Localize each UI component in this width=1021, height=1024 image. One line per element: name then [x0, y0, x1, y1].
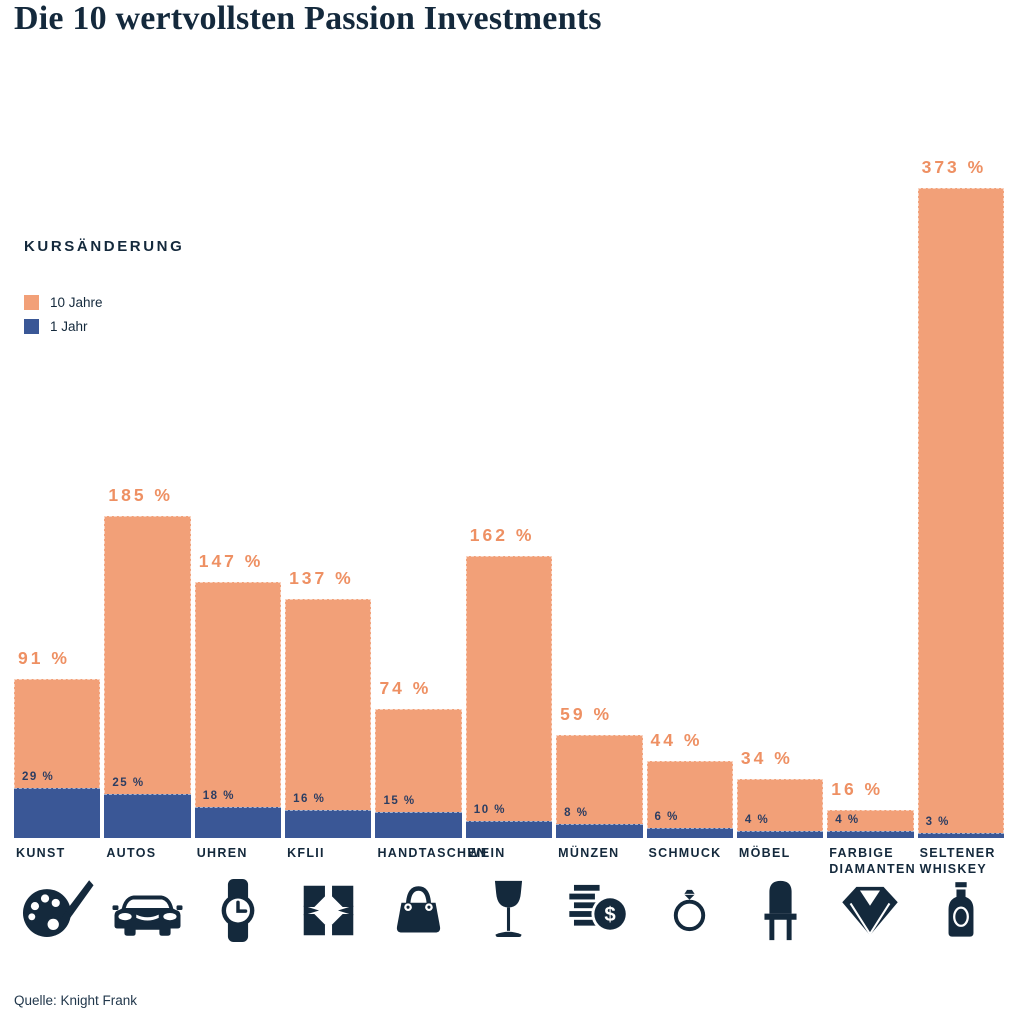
ten-year-value-label: 147 % — [198, 550, 264, 571]
category-label: KFLII — [287, 846, 325, 860]
palette-brush-icon — [17, 878, 97, 942]
bar-column: 91 % 29 % KUNST — [14, 188, 101, 937]
category-label: SCHMUCK — [648, 846, 722, 860]
category-label: AUTOS — [106, 846, 157, 860]
ten-year-value-label: 137 % — [289, 568, 354, 589]
one-year-swatch — [24, 319, 39, 334]
ten-year-value-label: 44 % — [650, 730, 703, 751]
one-year-bar — [14, 787, 101, 838]
one-year-bar — [646, 827, 733, 838]
ten-year-bar — [465, 555, 553, 838]
bar-chart: 91 % 29 % KUNST 185 % 25 % AUTOS 147 % 1… — [14, 157, 1004, 942]
legend-item-label: 10 Jahre — [50, 295, 103, 310]
legend-item-1-jahr: 1 Jahr — [24, 319, 184, 334]
bar-column: 162 % 10 % WEIN — [465, 188, 553, 937]
ten-year-value-label: 59 % — [560, 704, 613, 725]
ten-year-value-label: 16 % — [831, 779, 884, 800]
kf-checkered-logo-icon — [288, 878, 368, 942]
category-label: MÖBEL — [738, 846, 791, 860]
diamond-icon — [830, 878, 910, 942]
ten-year-value-label: 91 % — [18, 648, 70, 669]
source-note: Quelle: Knight Frank — [14, 993, 138, 1008]
ten-year-value-label: 162 % — [469, 524, 535, 545]
wine-glass-icon — [469, 878, 549, 942]
svg-text:$: $ — [605, 903, 617, 925]
category-label: WEIN — [467, 846, 506, 860]
ring-icon — [650, 878, 730, 942]
wristwatch-icon — [198, 878, 278, 942]
coins-dollar-icon: $ — [559, 878, 639, 942]
legend-item-label: 1 Jahr — [50, 319, 88, 334]
one-year-value-label: 4 % — [835, 814, 860, 826]
one-year-bar — [465, 820, 553, 838]
ten-year-bar — [736, 778, 824, 838]
one-year-bar — [285, 810, 372, 838]
category-label: UHREN — [196, 846, 248, 860]
one-year-value-label: 18 % — [202, 789, 235, 802]
category-label: MÜNZEN — [558, 846, 620, 860]
car-icon — [108, 878, 188, 942]
bar-column: 137 % 16 % KFLII — [285, 188, 372, 935]
ten-year-value-label: 373 % — [921, 157, 987, 177]
bar-column: 44 % 6 % SCHMUCK — [646, 188, 733, 931]
one-year-value-label: 29 % — [22, 770, 55, 783]
ten-year-value-label: 74 % — [379, 678, 432, 698]
ten-year-swatch — [24, 295, 39, 310]
bar-column: 185 % 25 % AUTOS — [104, 188, 191, 936]
one-year-value-label: 8 % — [564, 807, 589, 820]
bar-column: 34 % 4 % MÖBEL — [736, 188, 824, 940]
page-title: Die 10 wertvollsten Passion Investments — [14, 0, 602, 37]
ten-year-bar — [104, 515, 191, 838]
ten-year-bar — [646, 761, 733, 838]
one-year-value-label: 16 % — [293, 793, 326, 806]
bar-column: 147 % 18 % UHREN — [194, 188, 282, 942]
bar-column: 59 % 8 % MÜNZEN $ — [556, 188, 643, 933]
one-year-bar — [827, 831, 914, 838]
one-year-bar — [375, 811, 462, 838]
one-year-bar — [556, 824, 643, 838]
ten-year-bar — [285, 599, 372, 838]
ten-year-value-label: 185 % — [108, 484, 173, 505]
chart-legend: KURSÄNDERUNG 10 Jahre 1 Jahr — [24, 238, 184, 343]
one-year-bar — [917, 832, 1004, 838]
bar-column: 74 % 15 % HANDTASCHEN — [375, 188, 486, 932]
category-label: HANDTASCHEN — [377, 846, 488, 860]
one-year-bar — [104, 794, 191, 838]
one-year-value-label: 15 % — [383, 794, 416, 807]
category-label: KUNST — [16, 846, 66, 860]
ten-year-bar — [917, 188, 1004, 838]
category-label: SELTENER WHISKEY — [919, 846, 996, 876]
one-year-value-label: 3 % — [925, 815, 950, 828]
one-year-value-label: 25 % — [112, 777, 145, 790]
bar-column: 16 % 4 % FARBIGE DIAMANTEN — [827, 188, 915, 936]
one-year-value-label: 4 % — [744, 814, 770, 826]
one-year-bar — [736, 831, 824, 838]
ten-year-bar — [194, 581, 282, 838]
ten-year-value-label: 34 % — [740, 747, 793, 768]
legend-item-10-jahre: 10 Jahre — [24, 295, 184, 310]
handbag-icon — [379, 878, 459, 942]
one-year-bar — [194, 806, 282, 838]
bar-column: 373 % 3 % SELTENER WHISKEY — [917, 157, 1004, 937]
chair-icon — [740, 878, 820, 942]
one-year-value-label: 10 % — [473, 803, 507, 816]
one-year-value-label: 6 % — [654, 810, 679, 823]
legend-heading: KURSÄNDERUNG — [24, 238, 185, 255]
whiskey-bottle-icon — [921, 878, 1001, 942]
ten-year-bar — [556, 735, 643, 838]
category-label: FARBIGE DIAMANTEN — [829, 846, 916, 876]
